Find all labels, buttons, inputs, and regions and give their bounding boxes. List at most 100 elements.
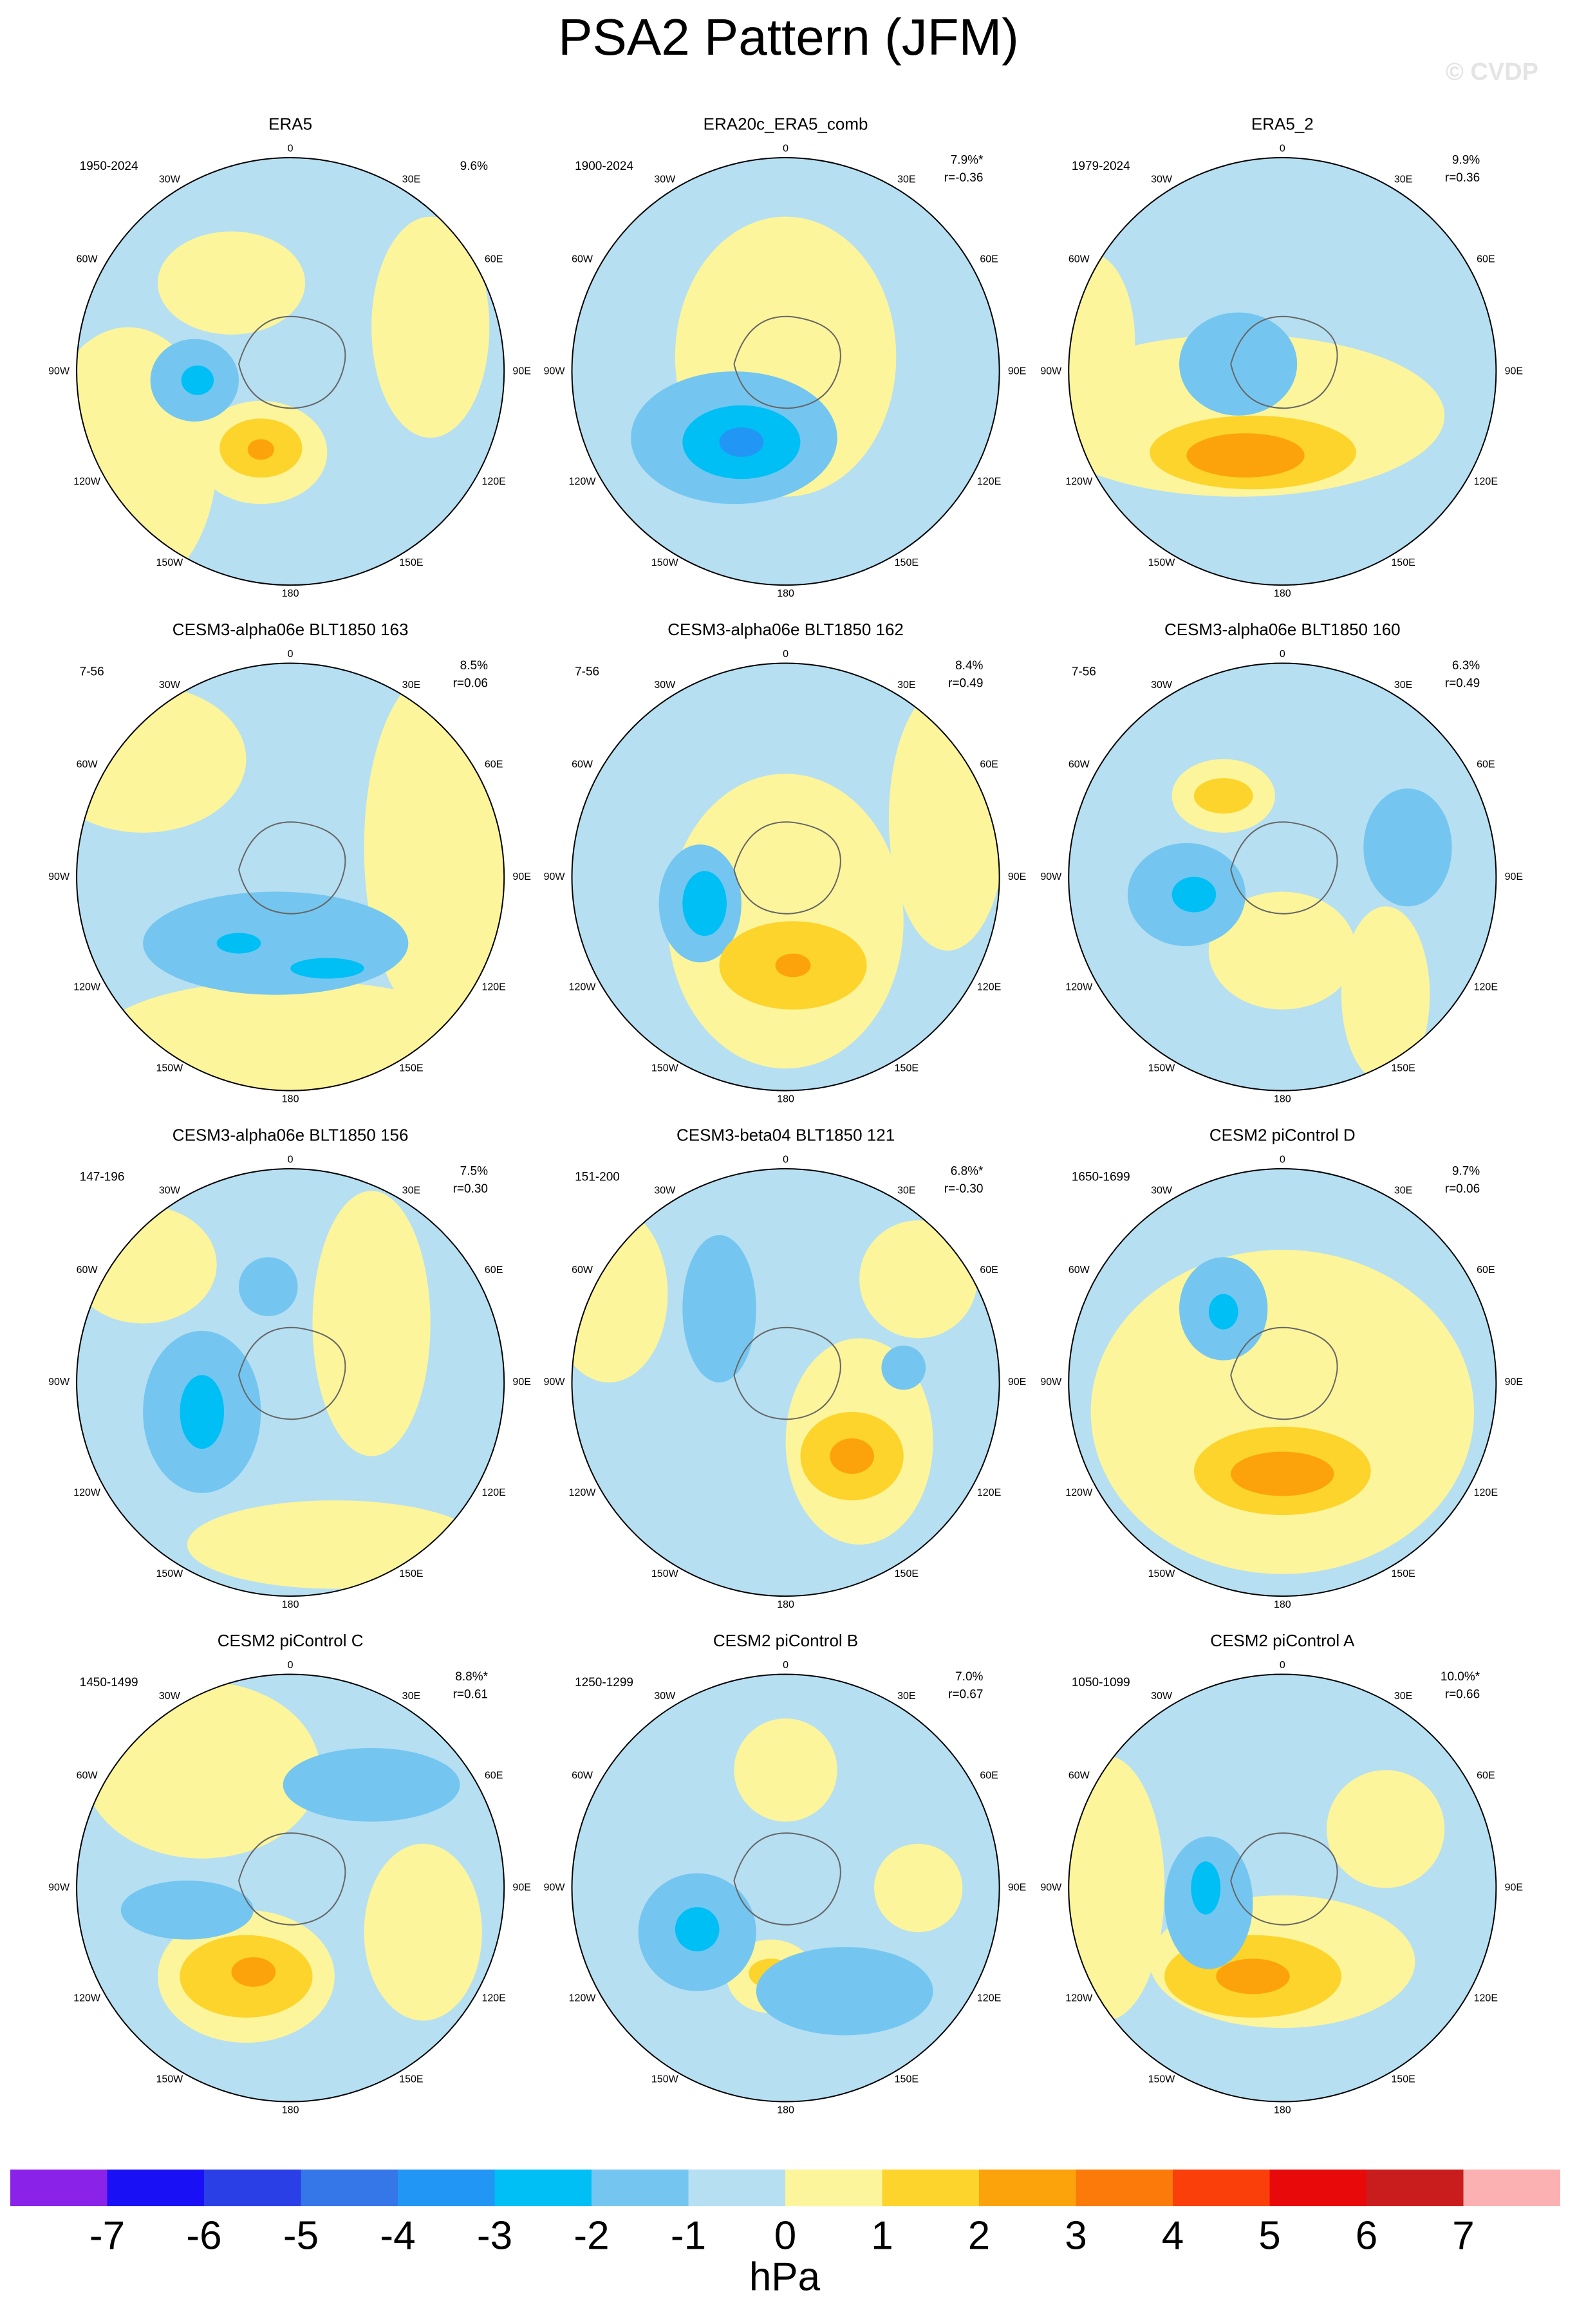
longitude-label: 150E [399,1063,423,1074]
contour-region [187,1500,482,1589]
longitude-label: 60E [1477,1771,1495,1781]
variance-label: 8.8%* [455,1670,488,1684]
map-panel: CESM3-alpha06e BLT1850 156 147-196 7.5% r=0… [48,1125,531,1610]
longitude-label: 60E [1477,1265,1495,1276]
contour-region [238,1257,298,1316]
longitude-label: 150W [651,1568,679,1579]
colorbar-box [494,2170,592,2206]
longitude-label: 180 [777,588,794,599]
panel-title: CESM3-beta04 BLT1850 121 [677,1125,895,1144]
colorbar-tick-label: 2 [968,2213,990,2258]
longitude-label: 60W [1068,1771,1090,1781]
field-contours [638,1718,963,2036]
longitude-label: 0 [1280,649,1285,660]
longitude-label: 150W [156,557,183,568]
longitude-label: 120E [977,476,1001,487]
colorbar-box [882,2170,979,2206]
longitude-label: 30E [1394,1691,1412,1702]
longitude-label: 180 [282,588,299,599]
period-label: 7-56 [80,665,104,678]
longitude-label: 90W [48,1882,70,1893]
longitude-label: 90E [1505,1377,1523,1388]
field-contours [631,216,897,505]
longitude-label: 90W [48,366,70,376]
longitude-label: 120E [1474,1487,1498,1498]
field-contours [1090,1249,1474,1574]
coastline [733,821,841,915]
longitude-label: 90E [1505,1882,1523,1893]
longitude-label: 0 [783,144,788,154]
longitude-label: 150W [651,557,679,568]
longitude-label: 30W [1151,1185,1173,1196]
variance-label: 9.6% [460,160,488,173]
map-border [571,662,1000,1092]
map-border [76,662,505,1092]
longitude-label: 30E [897,174,915,185]
longitude-label: 120E [481,1993,505,2003]
colorbar-box [10,2170,107,2206]
longitude-label: 150W [1148,1568,1176,1579]
contour-region [1327,1770,1445,1888]
variance-label: 6.3% [1452,659,1480,673]
longitude-label: 0 [783,1660,788,1671]
longitude-label: 150E [895,557,919,568]
coastline [1230,1326,1338,1420]
longitude-label: 120E [481,982,505,993]
longitude-label: 90W [544,366,566,376]
longitude-label: 120W [73,476,101,487]
panel-title: CESM3-alpha06e BLT1850 162 [667,620,904,639]
panel-title: CESM3-alpha06e BLT1850 163 [173,620,409,639]
panel-title: CESM3-alpha06e BLT1850 156 [173,1125,409,1144]
longitude-label: 150E [895,1063,919,1074]
longitude-label: 30E [1394,680,1412,691]
variance-label: 7.0% [955,1670,983,1684]
longitude-label: 120E [977,982,1001,993]
longitude-label: 180 [1274,588,1291,599]
panel-title: CESM3-alpha06e BLT1850 160 [1164,620,1401,639]
longitude-label: 60E [980,254,998,265]
longitude-label: 150E [1391,2074,1415,2085]
contour-region [682,871,727,936]
colorbar-tick-label: -1 [671,2213,706,2258]
longitude-label: 120E [1474,476,1498,487]
longitude-label: 60W [77,1265,98,1276]
longitude-label: 180 [282,1599,299,1610]
panel-title: CESM2 piControl D [1209,1125,1356,1144]
longitude-label: 30E [897,680,915,691]
longitude-label: 180 [282,2105,299,2115]
colorbar-tick-label: 7 [1452,2213,1474,2258]
contour-region [364,1843,482,2021]
longitude-label: 180 [1274,1094,1291,1105]
longitude-label: 150E [1391,557,1415,568]
contour-region [247,439,274,460]
correlation-label: r=0.61 [453,1688,488,1702]
longitude-label: 60E [485,759,503,770]
longitude-label: 0 [288,1660,294,1671]
coastline [1230,821,1338,915]
contour-region [775,953,811,978]
longitude-label: 30E [1394,1185,1412,1196]
period-label: 147-196 [80,1171,125,1184]
longitude-label: 120E [1474,1993,1498,2003]
contour-region [77,685,247,833]
contour-region [859,1220,978,1339]
correlation-label: r=0.06 [453,677,488,691]
colorbar-box [1173,2170,1270,2206]
longitude-label: 60E [485,1265,503,1276]
longitude-label: 120E [977,1993,1001,2003]
longitude-label: 0 [783,1154,788,1165]
longitude-label: 90E [1008,1882,1026,1893]
longitude-label: 120E [481,1487,505,1498]
variance-label: 6.8%* [951,1165,984,1178]
longitude-label: 120E [977,1487,1001,1498]
colorbar-tick-label: -3 [477,2213,512,2258]
period-label: 7-56 [575,665,599,678]
map-panel: CESM2 piControl B 1250-1299 7.0% r=0.67 0 30E… [544,1631,1027,2116]
map-border [76,1167,505,1597]
correlation-label: r=0.06 [1445,1182,1480,1196]
variance-label: 10.0%* [1441,1670,1480,1684]
longitude-label: 60W [572,1265,593,1276]
longitude-label: 30W [654,174,676,185]
map-border [571,1673,1000,2103]
colorbar-box [688,2170,785,2206]
